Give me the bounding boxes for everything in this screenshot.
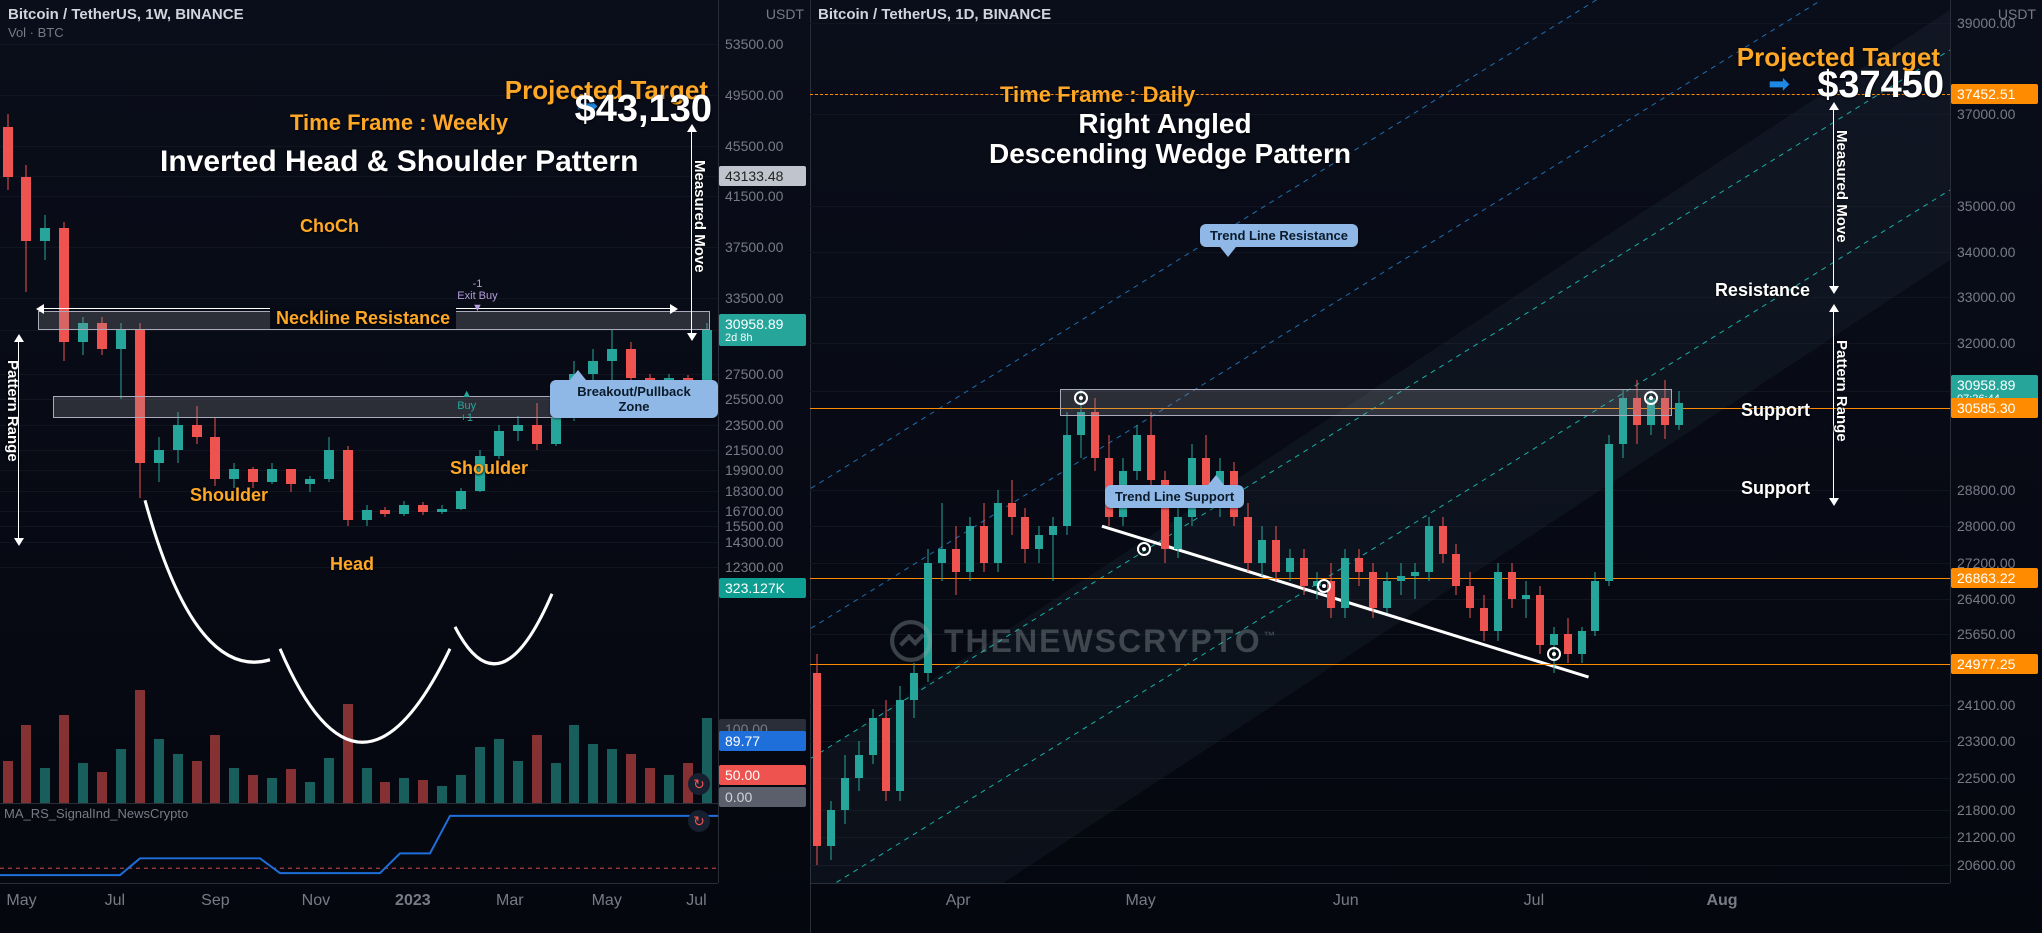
indicator-name: MA_RS_SignalInd_NewsCrypto	[4, 806, 188, 821]
resistance-zone	[1060, 389, 1672, 416]
refresh-icon[interactable]: ↻	[688, 773, 710, 795]
currency-label: USDT	[766, 6, 804, 22]
left-panel: Bitcoin / TetherUS, 1W, BINANCE Vol · BT…	[0, 0, 810, 933]
yaxis-left: USDT 12300.0014300.0015500.0016700.00183…	[718, 0, 810, 883]
indicator-panel: MA_RS_SignalInd_NewsCrypto ↻	[0, 803, 718, 883]
plot-right[interactable]: Time Frame : Daily Right Angled Descendi…	[810, 0, 1950, 883]
right-panel: Bitcoin / TetherUS, 1D, BINANCE USDT 206…	[810, 0, 2042, 933]
measured-move-label-r: Measured Move	[1833, 130, 1850, 243]
yaxis-right: USDT 20600.0021200.0021800.0022500.00233…	[1950, 0, 2042, 883]
head-label: Head	[330, 554, 374, 575]
support-label-2: Support	[1741, 478, 1810, 499]
shoulder-left-label: Shoulder	[190, 485, 268, 506]
watermark: THENEWSCRYPTO™	[890, 620, 1278, 662]
choch-label: ChoCh	[300, 216, 359, 237]
neckline-label: Neckline Resistance	[270, 308, 456, 329]
shoulder-right-label: Shoulder	[450, 458, 528, 479]
xaxis-right: AprMayJunJulAug	[810, 883, 1950, 933]
channel-overlay	[810, 0, 1950, 883]
xaxis-left: MayJulSepNov2023MarMayJul	[0, 883, 718, 933]
timeframe-label-r: Time Frame : Daily	[1000, 82, 1195, 108]
projected-arrow-icon-r: ➡	[1768, 69, 1790, 100]
timeframe-label: Time Frame : Weekly	[290, 110, 508, 136]
breakout-callout: Breakout/Pullback Zone	[550, 380, 718, 418]
support-label-1: Support	[1741, 400, 1810, 421]
pattern-title-r2: Descending Wedge Pattern	[920, 138, 1420, 170]
trendline-sup-callout: Trend Line Support	[1105, 485, 1244, 508]
buy-marker: ▲ Buy +1	[457, 388, 476, 424]
pattern-range-label: Pattern Range	[4, 360, 21, 462]
pattern-title: Inverted Head & Shoulder Pattern	[160, 145, 638, 179]
pattern-range-label-r: Pattern Range	[1833, 340, 1850, 442]
pattern-title-r1: Right Angled	[1000, 108, 1330, 140]
refresh-icon-2[interactable]: ↻	[688, 810, 710, 832]
plot-left[interactable]: Time Frame : Weekly Inverted Head & Shou…	[0, 0, 718, 883]
measured-move-label: Measured Move	[691, 160, 708, 273]
resistance-label: Resistance	[1715, 280, 1810, 301]
exit-buy-marker: -1 Exit Buy ▼	[457, 278, 497, 314]
trendline-res-callout: Trend Line Resistance	[1200, 224, 1358, 247]
projected-price-r: $37450	[1817, 64, 1944, 107]
